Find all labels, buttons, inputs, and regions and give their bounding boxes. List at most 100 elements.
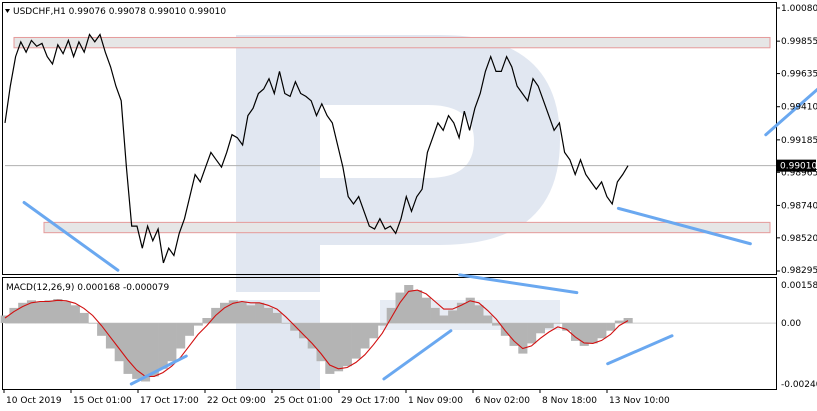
macd-bar [114,323,124,362]
time-axis-label: 15 Oct 01:00 [73,396,132,406]
macd-axis-label: -0.00240 [781,380,817,390]
macd-bar [360,323,370,349]
macd-bar [456,302,466,324]
price-badge-text: 0.99010 [780,162,817,172]
macd-bar [579,323,589,346]
price-series-line [4,33,629,264]
trendlines [22,87,817,386]
time-axis-label: 22 Oct 09:00 [207,396,266,406]
macd-bar [562,323,572,331]
macd-bar [377,323,387,326]
macd-bar [623,318,633,324]
time-axis-label: 29 Oct 17:00 [341,396,400,406]
macd-header: MACD(12,26,9) 0.000168 -0.000079 [6,283,169,293]
price-axis-label: 0.98520 [781,234,817,244]
macd-axis-label: 0.00 [781,319,801,329]
macd-bar [342,323,352,367]
macd-bar [606,323,616,331]
macd-bar [483,315,493,324]
macd-bar [421,297,431,324]
macd-bar [263,307,273,324]
price-axis-label: 0.99855 [781,37,817,47]
macd-bar [307,323,317,349]
macd-bar [246,305,256,324]
macd-bar [325,323,335,374]
price-axis-label: 1.00080 [781,4,817,14]
macd-bar [597,323,607,339]
symbol-header: USDCHF,H1 0.99076 0.99078 0.99010 0.9901… [13,7,226,17]
time-axis-label: 8 Nov 18:00 [542,396,597,406]
macd-bar [105,323,115,349]
macd-bar [474,305,484,324]
macd-histogram [0,285,633,382]
macd-bar [413,290,423,324]
macd-bar [518,323,528,354]
macd-axis-label: 0.00158 [781,281,817,291]
macd-bar [88,323,98,324]
macd-trendline [458,273,579,295]
macd-bar [237,301,247,324]
macd-bar [544,323,554,329]
time-axis-label: 25 Oct 01:00 [274,396,333,406]
time-axis-label: 6 Nov 02:00 [475,396,530,406]
price-axis-label: 0.98965 [781,168,817,178]
macd-bar [527,323,537,344]
macd-trendline [129,354,188,386]
macd-bar [123,323,133,374]
price-axis: 1.00080 0.99855 0.99635 0.99410 0.99185 0.989… [776,4,817,276]
macd-bar [386,307,396,324]
macd-bar [202,318,212,324]
time-axis-label: 10 Oct 2019 [6,396,62,406]
price-axis-label: 0.98295 [781,266,817,276]
resistance-zone [13,36,771,49]
triangle-down-icon[interactable] [5,9,10,13]
macd-bar [0,315,10,324]
macd-bar [26,300,36,324]
macd-bar [158,323,168,369]
macd-bar [614,320,624,324]
macd-bar [281,323,291,324]
macd-bar [439,315,449,324]
time-axis-label: 13 Nov 10:00 [609,396,670,406]
macd-bar [465,297,475,324]
macd-bar [18,302,28,324]
macd-bar [255,302,265,324]
macd-bar [44,300,54,324]
macd-bar [184,323,194,336]
macd-bar [132,323,142,379]
macd-bar [492,323,502,326]
price-axis-label: 0.99635 [781,70,817,80]
macd-bar [53,299,63,324]
macd-bar [430,307,440,324]
macd-bar [395,292,405,324]
macd-bar [299,323,309,339]
macd-bar [176,323,186,349]
macd-bar [404,285,414,324]
macd-bar [167,323,177,362]
price-trendline [764,87,817,137]
macd-bar [334,323,344,372]
time-axis-label: 1 Nov 09:00 [408,396,463,406]
macd-bar [509,323,519,346]
macd-bar [351,323,361,359]
macd-bar [35,301,45,324]
macd-bar [553,323,563,324]
price-trendline [22,200,120,272]
macd-bar [70,305,80,324]
price-axis-label: 0.99185 [781,136,817,146]
macd-bar [193,323,203,326]
macd-trendline [382,329,453,381]
macd-bar [290,323,300,331]
macd-trendline [606,334,674,366]
macd-panel [2,277,777,390]
time-axis-label: 17 Oct 17:00 [140,396,199,406]
macd-bar [9,307,19,324]
price-panel [2,2,777,275]
macd-bar [97,323,107,336]
price-badge [777,159,816,172]
price-trendline [616,206,752,246]
macd-bar [149,323,159,377]
macd-bar [316,323,326,362]
price-axis-label: 0.98740 [781,201,817,211]
macd-bar [500,323,510,336]
